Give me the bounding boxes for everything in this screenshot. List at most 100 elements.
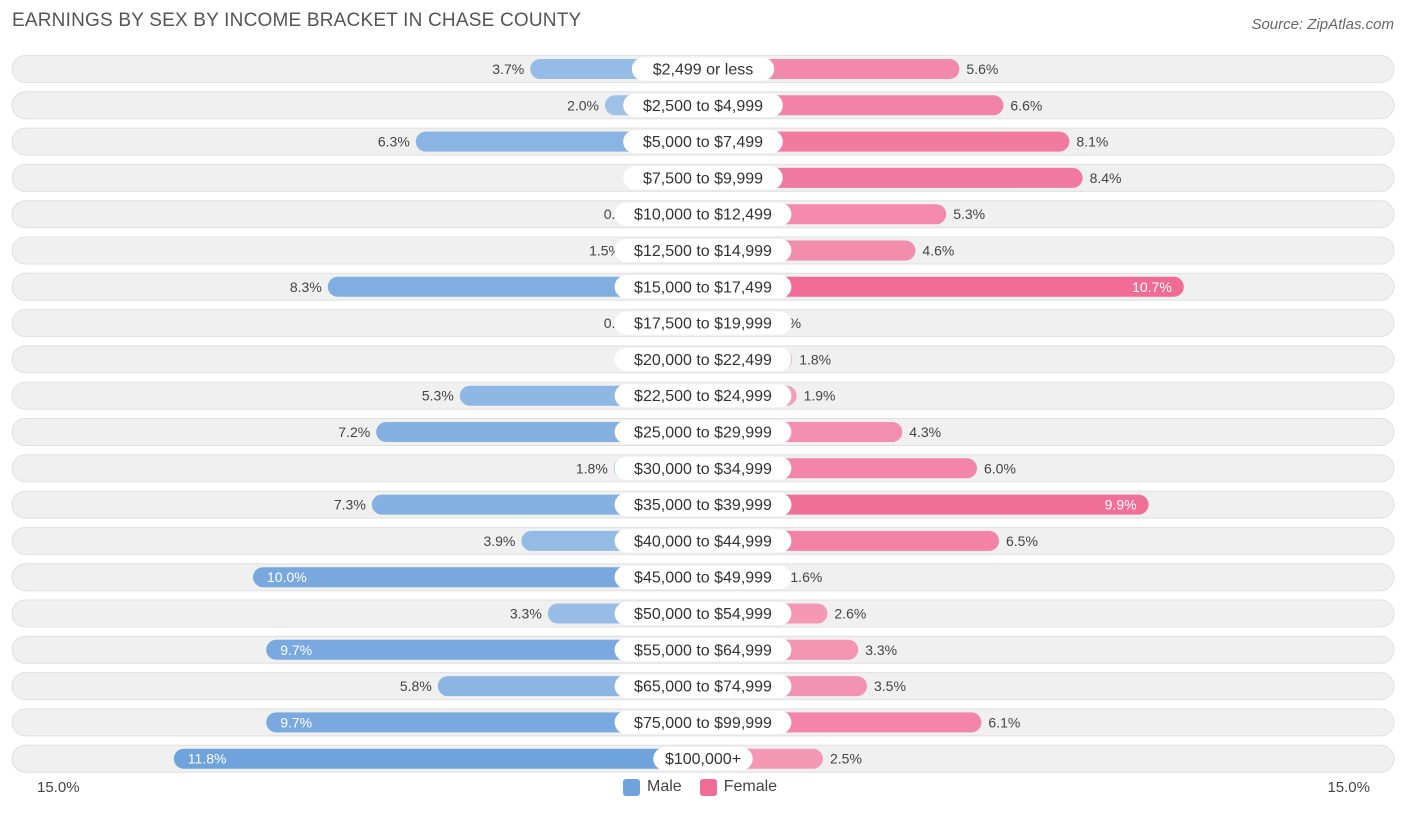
- female-value-label: 6.6%: [1010, 97, 1042, 113]
- female-value-label: 1.8%: [799, 351, 831, 367]
- female-bar: [703, 494, 1149, 515]
- legend: Male Female: [623, 778, 795, 796]
- female-value-label: 5.6%: [966, 61, 998, 77]
- bar-row: 0.09%1.8%$20,000 to $22,499: [11, 345, 1395, 374]
- chart-title: EARNINGS BY SEX BY INCOME BRACKET IN CHA…: [12, 10, 582, 31]
- category-pill: [614, 493, 792, 517]
- bar-row: 2.0% 6.6% $2,500 to $4,999: [11, 91, 1395, 120]
- category-pill: [614, 384, 792, 408]
- legend-swatch-male: [623, 778, 640, 796]
- bar-row: 11.8% 2.5% $100,000+: [11, 744, 1395, 773]
- bar-row: 1.5% 4.6% $12,500 to $14,999: [11, 236, 1395, 265]
- male-value-label: 1.8%: [576, 460, 608, 476]
- female-bar: [703, 167, 1083, 188]
- male-value-label: 9.7%: [280, 642, 312, 658]
- category-label: $17,500 to $19,999: [634, 316, 772, 333]
- bar-row: 0.99%0.94%$17,500 to $19,999: [11, 309, 1395, 338]
- male-bar: [327, 276, 703, 297]
- legend-swatch-female: [699, 778, 717, 796]
- category-pill: [653, 747, 753, 771]
- bar-row: 1.8% 6.0% $30,000 to $34,999: [11, 454, 1395, 483]
- male-value-label: 11.8%: [188, 751, 227, 767]
- female-value-label: 10.7%: [1132, 279, 1172, 295]
- bar-row: 6.3% 8.1% $5,000 to $7,499: [11, 127, 1395, 156]
- category-pill: [614, 638, 792, 662]
- category-pill: [614, 565, 792, 589]
- male-bar: [266, 712, 703, 733]
- category-label: $50,000 to $54,999: [634, 606, 772, 623]
- female-bar: [703, 276, 1184, 297]
- category-label: $12,500 to $14,999: [634, 243, 772, 260]
- category-pill: [631, 57, 775, 81]
- female-value-label: 2.6%: [834, 606, 866, 622]
- male-bar: [253, 567, 703, 588]
- category-label: $22,500 to $24,999: [634, 388, 772, 405]
- category-label: $2,499 or less: [653, 62, 754, 79]
- category-pill: [623, 93, 783, 117]
- category-pill: [614, 602, 792, 625]
- female-value-label: 3.3%: [865, 642, 897, 658]
- female-value-label: 3.5%: [874, 678, 906, 694]
- female-value-label: 1.6%: [790, 569, 822, 585]
- category-label: $100,000+: [665, 751, 741, 768]
- category-label: $40,000 to $44,999: [634, 533, 772, 550]
- legend-item-female[interactable]: Female: [699, 778, 778, 796]
- category-label: $65,000 to $74,999: [634, 679, 772, 696]
- female-value-label: 4.6%: [922, 243, 954, 259]
- female-value-label: 6.5%: [1006, 533, 1038, 549]
- bar-row: 9.7% 3.3% $55,000 to $64,999: [11, 635, 1395, 664]
- bar-row: 0.99%5.3%$10,000 to $12,499: [11, 200, 1395, 229]
- category-label: $45,000 to $49,999: [634, 570, 772, 587]
- category-pill: [614, 456, 792, 480]
- bar-row: 9.7% 6.1% $75,000 to $99,999: [11, 708, 1395, 737]
- female-value-label: 6.0%: [984, 460, 1016, 476]
- male-value-label: 3.3%: [510, 606, 542, 622]
- legend-item-male[interactable]: Male: [623, 778, 682, 796]
- category-pill: [623, 130, 783, 154]
- male-value-label: 10.0%: [267, 569, 307, 585]
- male-value-label: 7.3%: [334, 497, 366, 513]
- bar-row: 3.3% 2.6% $50,000 to $54,999: [11, 599, 1395, 628]
- axis-label-left: 15.0%: [37, 779, 80, 796]
- male-value-label: 6.3%: [378, 134, 410, 150]
- chart-source: Source: ZipAtlas.com: [1251, 16, 1394, 33]
- category-pill: [614, 347, 792, 371]
- category-pill: [614, 674, 792, 698]
- category-label: $30,000 to $34,999: [634, 461, 772, 478]
- female-bar: [703, 131, 1070, 152]
- bar-row: 7.2% 4.3% $25,000 to $29,999: [11, 418, 1395, 446]
- female-value-label: 6.1%: [988, 714, 1020, 730]
- bar-row: 7.3% 9.9% $35,000 to $39,999: [11, 490, 1395, 519]
- category-pill: [614, 420, 792, 444]
- category-label: $15,000 to $17,499: [634, 279, 772, 296]
- bar-row: 3.9% 6.5% $40,000 to $44,999: [11, 526, 1395, 555]
- category-pill: [614, 202, 792, 226]
- female-value-label: 1.9%: [804, 388, 836, 404]
- female-value-label: 4.3%: [909, 424, 941, 440]
- category-label: $7,500 to $9,999: [643, 170, 763, 187]
- category-pill: [614, 275, 792, 299]
- male-value-label: 3.7%: [492, 61, 524, 77]
- category-pill: [614, 311, 792, 335]
- male-value-label: 5.3%: [422, 388, 454, 404]
- bar-row: 8.3% 10.7% $15,000 to $17,499: [11, 272, 1395, 301]
- female-value-label: 8.1%: [1076, 134, 1108, 150]
- male-value-label: 9.7%: [280, 714, 312, 730]
- female-value-label: 5.3%: [953, 206, 985, 222]
- female-value-label: 9.9%: [1105, 497, 1137, 513]
- male-bar: [173, 748, 704, 769]
- category-label: $10,000 to $12,499: [634, 207, 772, 224]
- bar-row: 5.8% 3.5% $65,000 to $74,999: [11, 672, 1395, 701]
- category-pill: [614, 529, 792, 553]
- male-value-label: 8.3%: [290, 279, 322, 295]
- male-value-label: 7.2%: [338, 424, 370, 440]
- legend-label-female: Female: [723, 778, 778, 795]
- male-bar: [266, 639, 703, 660]
- female-value-label: 8.4%: [1090, 170, 1122, 186]
- category-label: $55,000 to $64,999: [634, 642, 772, 659]
- male-value-label: 1.5%: [589, 243, 621, 259]
- bar-row: 5.3% 1.9% $22,500 to $24,999: [11, 381, 1395, 410]
- male-value-label: 5.8%: [400, 678, 432, 694]
- female-value-label: 2.5%: [830, 751, 862, 767]
